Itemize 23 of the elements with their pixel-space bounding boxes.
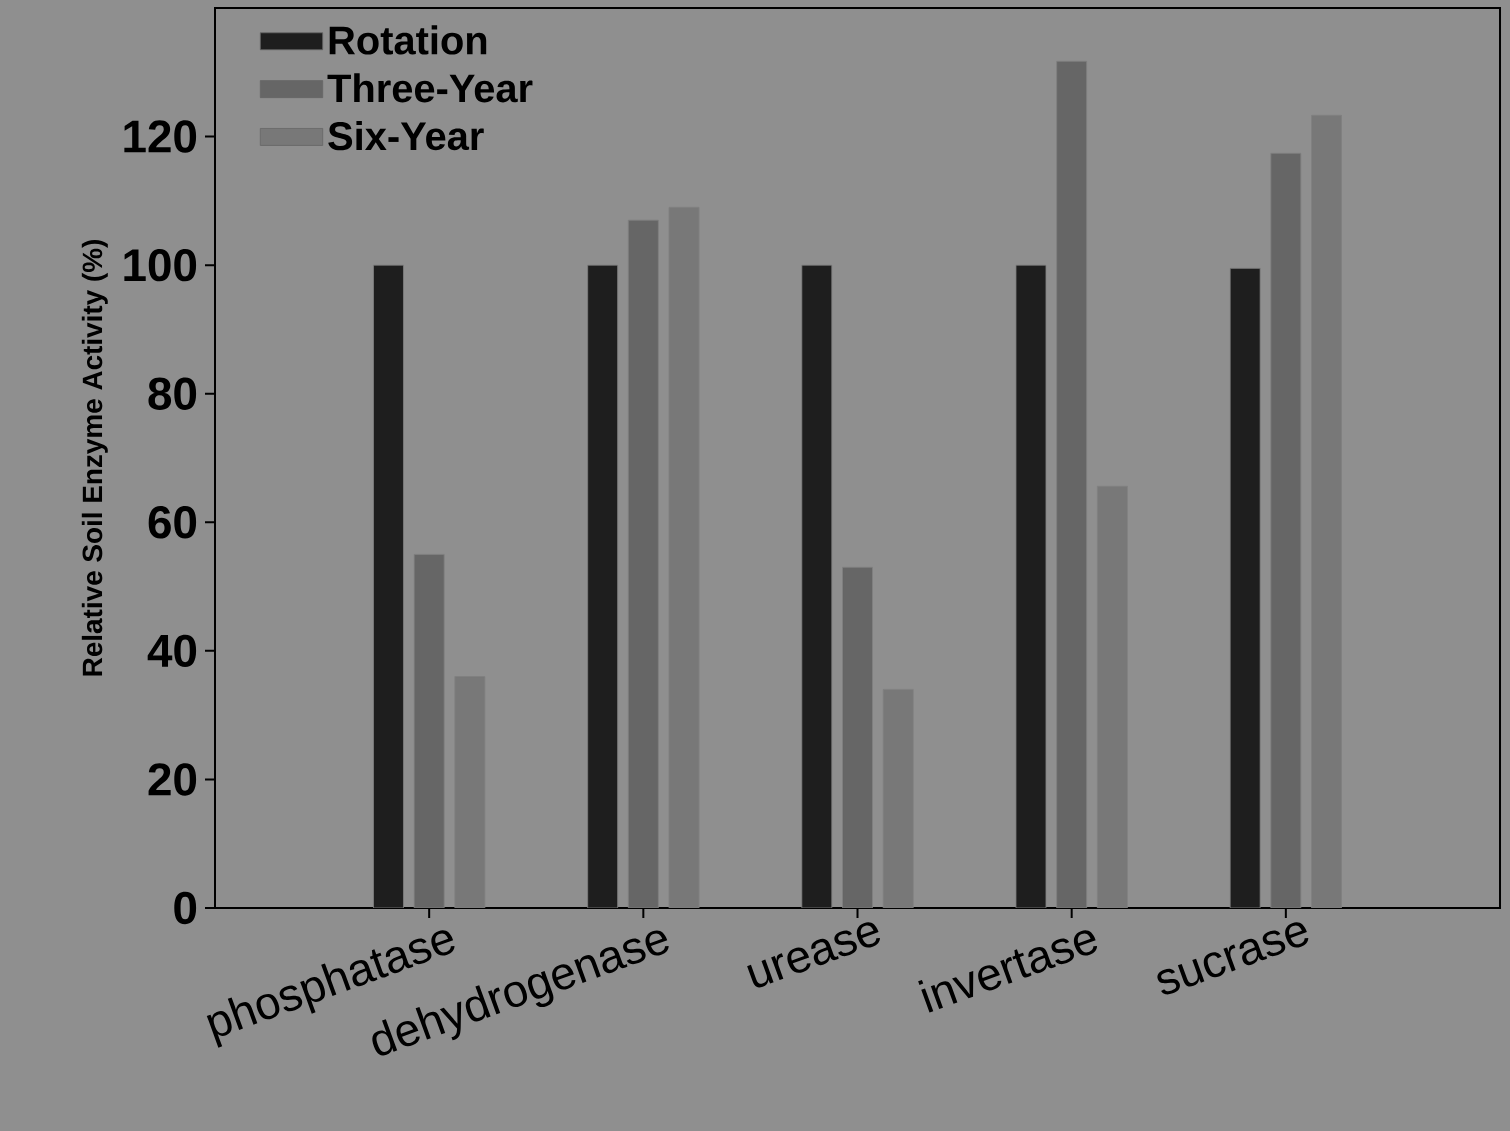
bar	[1015, 264, 1047, 908]
y-tick-label: 0	[174, 891, 197, 925]
legend-label: Rotation	[329, 25, 487, 55]
x-tick-label: sucrase	[1157, 922, 1309, 995]
bar	[587, 264, 619, 908]
bar	[627, 219, 659, 908]
y-tick-label: 120	[124, 120, 197, 153]
bar	[801, 264, 833, 908]
x-tick-label: urease	[747, 922, 880, 988]
bar	[1229, 267, 1261, 908]
bar	[1270, 152, 1302, 908]
y-tick-label: 60	[148, 506, 197, 539]
y-tick-label: 80	[148, 377, 197, 410]
bar	[842, 566, 873, 908]
y-tick-label: 100	[124, 248, 197, 282]
bar	[413, 554, 445, 908]
y-tick-label: 20	[148, 763, 197, 796]
bar	[373, 264, 404, 908]
bar	[1056, 60, 1088, 908]
legend-label: Six-Year	[328, 121, 484, 151]
y-axis-title: Relative Soil Enzyme Activity (%)	[81, 240, 108, 676]
legend-label: Three-Year	[327, 73, 533, 103]
y-tick-label: 40	[147, 634, 197, 668]
